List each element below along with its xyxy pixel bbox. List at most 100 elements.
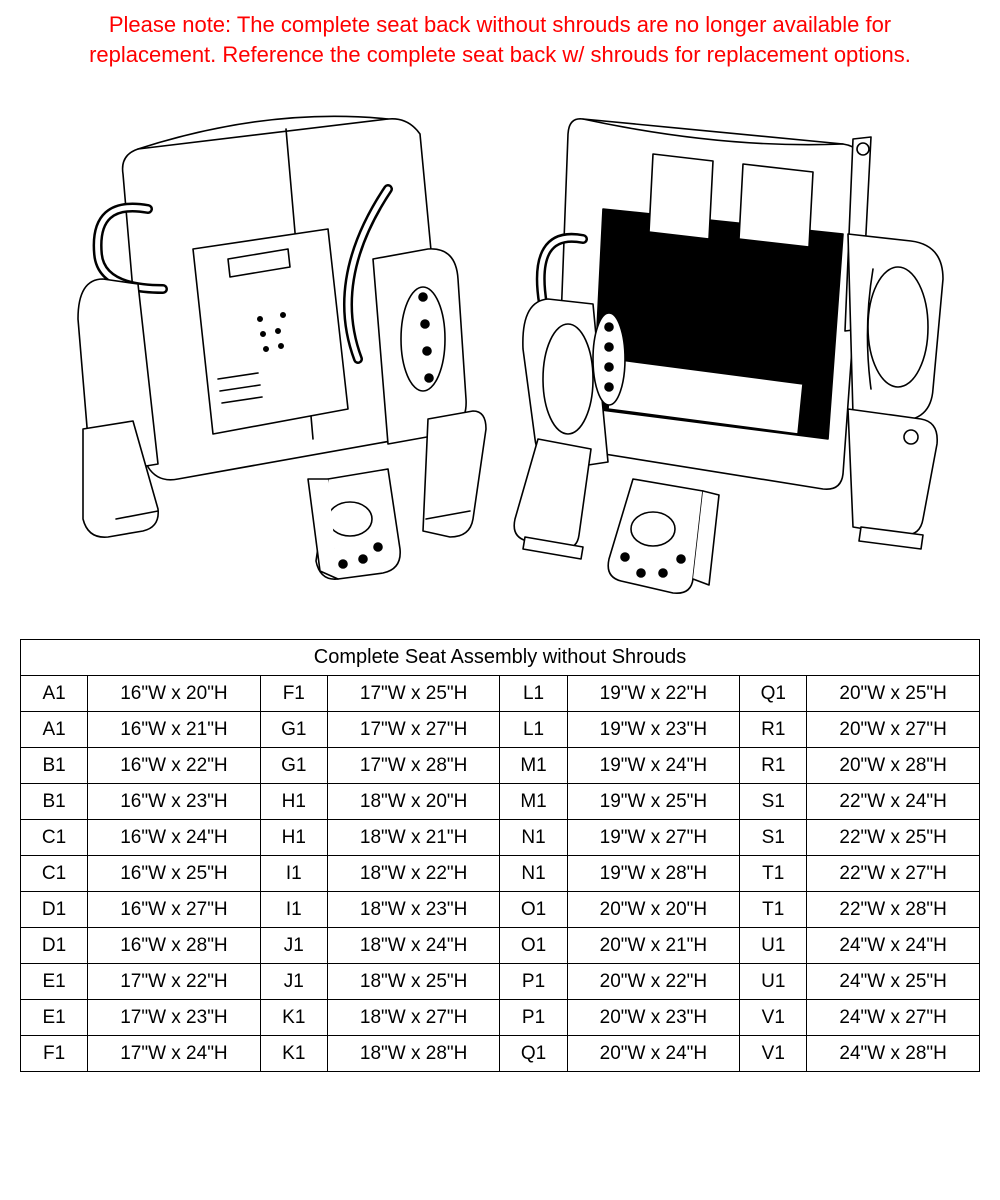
table-row: D116"W x 27"HI118"W x 23"HO120"W x 20"HT…: [21, 892, 980, 928]
cell-value: 18"W x 20"H: [327, 784, 500, 820]
table-row: A116"W x 21"HG117"W x 27"HL119"W x 23"HR…: [21, 712, 980, 748]
cell-code: C1: [21, 820, 88, 856]
cell-code: D1: [21, 892, 88, 928]
cell-code: G1: [260, 712, 327, 748]
cell-value: 17"W x 27"H: [327, 712, 500, 748]
cell-value: 17"W x 24"H: [88, 1036, 261, 1072]
cell-code: E1: [21, 1000, 88, 1036]
cell-value: 22"W x 27"H: [807, 856, 980, 892]
cell-value: 18"W x 22"H: [327, 856, 500, 892]
cell-code: K1: [260, 1036, 327, 1072]
cell-value: 17"W x 25"H: [327, 676, 500, 712]
cell-value: 24"W x 24"H: [807, 928, 980, 964]
cell-code: F1: [260, 676, 327, 712]
cell-code: O1: [500, 928, 567, 964]
table-row: E117"W x 23"HK118"W x 27"HP120"W x 23"HV…: [21, 1000, 980, 1036]
cell-value: 20"W x 25"H: [807, 676, 980, 712]
cell-value: 16"W x 23"H: [88, 784, 261, 820]
seat-back-front-diagram: [513, 79, 973, 619]
cell-code: G1: [260, 748, 327, 784]
cell-value: 16"W x 22"H: [88, 748, 261, 784]
cell-code: Q1: [740, 676, 807, 712]
cell-code: R1: [740, 712, 807, 748]
cell-code: N1: [500, 820, 567, 856]
cell-code: M1: [500, 784, 567, 820]
cell-code: C1: [21, 856, 88, 892]
cell-value: 24"W x 27"H: [807, 1000, 980, 1036]
cell-value: 20"W x 22"H: [567, 964, 740, 1000]
cell-value: 18"W x 28"H: [327, 1036, 500, 1072]
cell-value: 16"W x 28"H: [88, 928, 261, 964]
cell-value: 19"W x 27"H: [567, 820, 740, 856]
cell-code: S1: [740, 820, 807, 856]
cell-value: 19"W x 23"H: [567, 712, 740, 748]
cell-code: B1: [21, 784, 88, 820]
cell-code: A1: [21, 712, 88, 748]
cell-code: H1: [260, 784, 327, 820]
cell-value: 18"W x 27"H: [327, 1000, 500, 1036]
cell-code: J1: [260, 928, 327, 964]
cell-code: T1: [740, 856, 807, 892]
cell-code: I1: [260, 856, 327, 892]
cell-value: 22"W x 24"H: [807, 784, 980, 820]
cell-value: 20"W x 28"H: [807, 748, 980, 784]
cell-code: B1: [21, 748, 88, 784]
cell-code: L1: [500, 712, 567, 748]
cell-code: D1: [21, 928, 88, 964]
cell-value: 18"W x 23"H: [327, 892, 500, 928]
cell-value: 18"W x 25"H: [327, 964, 500, 1000]
cell-code: T1: [740, 892, 807, 928]
cell-value: 20"W x 24"H: [567, 1036, 740, 1072]
cell-value: 19"W x 25"H: [567, 784, 740, 820]
cell-code: K1: [260, 1000, 327, 1036]
table-title: Complete Seat Assembly without Shrouds: [21, 640, 980, 676]
cell-value: 20"W x 21"H: [567, 928, 740, 964]
cell-code: L1: [500, 676, 567, 712]
cell-value: 18"W x 21"H: [327, 820, 500, 856]
cell-code: F1: [21, 1036, 88, 1072]
table-row: B116"W x 22"HG117"W x 28"HM119"W x 24"HR…: [21, 748, 980, 784]
cell-value: 22"W x 28"H: [807, 892, 980, 928]
cell-code: P1: [500, 964, 567, 1000]
table-row: F117"W x 24"HK118"W x 28"HQ120"W x 24"HV…: [21, 1036, 980, 1072]
table-row: A116"W x 20"HF117"W x 25"HL119"W x 22"HQ…: [21, 676, 980, 712]
notice-text: Please note: The complete seat back with…: [60, 10, 940, 69]
cell-value: 19"W x 24"H: [567, 748, 740, 784]
seat-back-rear-diagram: [28, 79, 488, 619]
size-table: Complete Seat Assembly without Shrouds A…: [20, 639, 980, 1072]
cell-code: U1: [740, 928, 807, 964]
cell-code: A1: [21, 676, 88, 712]
cell-code: V1: [740, 1000, 807, 1036]
cell-value: 20"W x 23"H: [567, 1000, 740, 1036]
cell-code: S1: [740, 784, 807, 820]
cell-value: 16"W x 21"H: [88, 712, 261, 748]
cell-code: P1: [500, 1000, 567, 1036]
cell-value: 19"W x 28"H: [567, 856, 740, 892]
table-row: D116"W x 28"HJ118"W x 24"HO120"W x 21"HU…: [21, 928, 980, 964]
cell-value: 22"W x 25"H: [807, 820, 980, 856]
diagram-row: [20, 79, 980, 619]
cell-value: 16"W x 25"H: [88, 856, 261, 892]
cell-code: E1: [21, 964, 88, 1000]
cell-code: H1: [260, 820, 327, 856]
cell-value: 16"W x 27"H: [88, 892, 261, 928]
cell-code: M1: [500, 748, 567, 784]
table-row: B116"W x 23"HH118"W x 20"HM119"W x 25"HS…: [21, 784, 980, 820]
table-row: E117"W x 22"HJ118"W x 25"HP120"W x 22"HU…: [21, 964, 980, 1000]
cell-value: 17"W x 28"H: [327, 748, 500, 784]
cell-value: 17"W x 23"H: [88, 1000, 261, 1036]
cell-code: O1: [500, 892, 567, 928]
cell-value: 17"W x 22"H: [88, 964, 261, 1000]
cell-code: R1: [740, 748, 807, 784]
table-row: C116"W x 25"HI118"W x 22"HN119"W x 28"HT…: [21, 856, 980, 892]
cell-code: I1: [260, 892, 327, 928]
cell-value: 18"W x 24"H: [327, 928, 500, 964]
cell-value: 20"W x 27"H: [807, 712, 980, 748]
cell-value: 24"W x 25"H: [807, 964, 980, 1000]
cell-code: J1: [260, 964, 327, 1000]
cell-code: V1: [740, 1036, 807, 1072]
cell-code: U1: [740, 964, 807, 1000]
cell-value: 19"W x 22"H: [567, 676, 740, 712]
cell-value: 16"W x 24"H: [88, 820, 261, 856]
cell-code: N1: [500, 856, 567, 892]
